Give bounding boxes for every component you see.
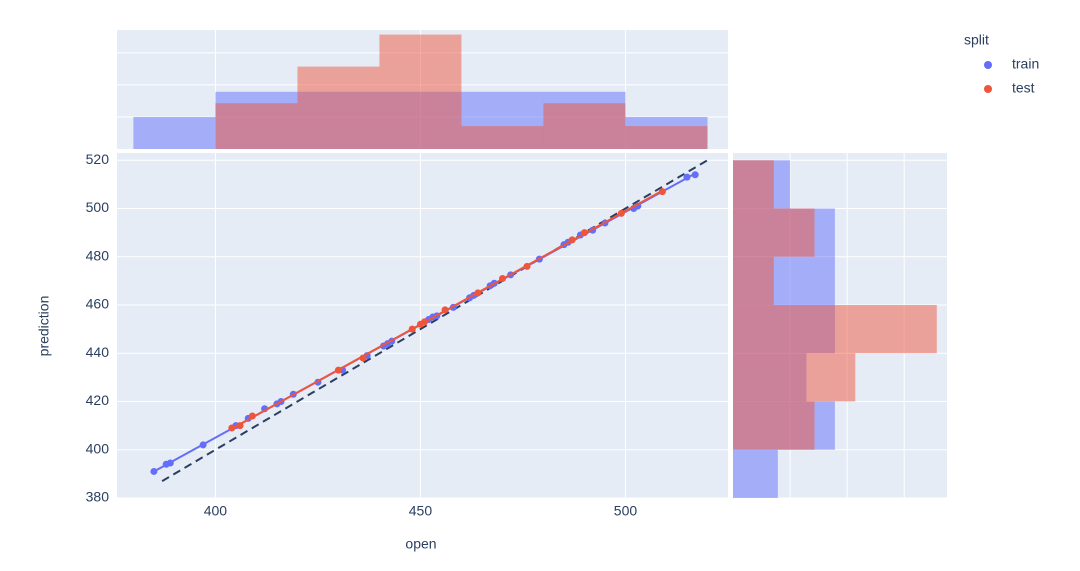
point [248,412,256,420]
point [498,274,506,282]
legend-marker [984,85,992,93]
histogram-bar [733,256,774,305]
histogram-bar [733,353,856,402]
legend-title: split [964,32,989,48]
y-tick-label: 480 [86,247,110,263]
histogram-bar [625,126,708,149]
reference-line [161,159,709,482]
point [474,289,482,297]
y-tick-label: 500 [86,199,110,215]
point [523,262,531,270]
y-tick-label: 400 [86,440,110,456]
x-tick-label: 500 [614,503,638,519]
point [658,188,666,196]
histogram-bar [461,126,544,149]
histogram-bar [733,401,815,450]
point [236,422,244,430]
histogram-bar [733,449,778,498]
point [408,325,416,333]
histogram-bar [297,66,380,149]
point [199,441,207,449]
point [166,459,174,467]
histogram-bar [733,304,937,354]
y-tick-label: 380 [86,489,110,505]
point [421,318,429,326]
x-tick-label: 450 [409,503,433,519]
point [617,209,625,217]
x-tick-label: 400 [204,503,228,519]
histogram-bar [733,208,815,257]
y-tick-label: 460 [86,296,110,312]
point [441,306,449,314]
y-axis-label: prediction [36,296,52,357]
point [334,366,342,374]
point [691,171,699,179]
point [683,173,691,181]
y-tick-label: 440 [86,344,110,360]
histogram-bar [215,103,298,149]
legend-label: test [1012,80,1035,96]
y-tick-label: 520 [86,151,110,167]
legend-label: train [1012,56,1039,72]
histogram-bar [543,103,626,149]
point [228,424,236,432]
point [568,236,576,244]
y-tick-label: 420 [86,392,110,408]
legend-marker [984,61,992,69]
histogram-bar [133,116,216,149]
histogram-bar [733,160,774,209]
point [580,229,588,237]
histogram-bar [379,34,462,150]
x-axis-label: open [405,536,436,552]
point [150,467,158,475]
point [359,354,367,362]
